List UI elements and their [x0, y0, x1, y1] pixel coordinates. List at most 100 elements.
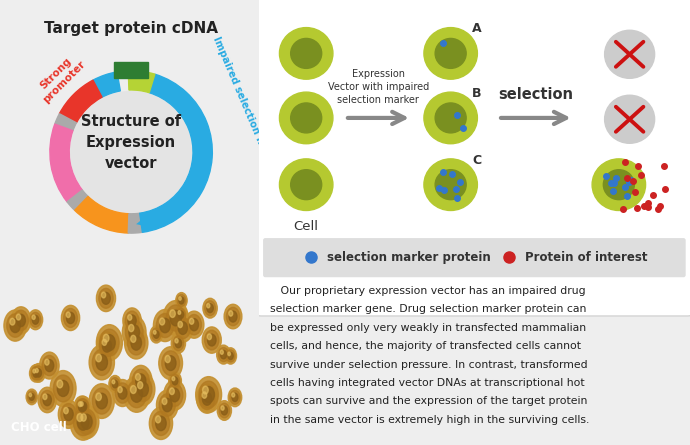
Circle shape [153, 331, 159, 338]
Circle shape [35, 368, 39, 372]
Circle shape [128, 315, 136, 326]
Circle shape [124, 327, 148, 359]
Ellipse shape [290, 103, 322, 133]
Circle shape [97, 285, 115, 312]
Circle shape [39, 352, 59, 379]
Circle shape [73, 409, 93, 436]
Wedge shape [50, 124, 82, 202]
Circle shape [172, 314, 193, 342]
Ellipse shape [424, 28, 477, 79]
Circle shape [99, 288, 113, 308]
Circle shape [80, 402, 83, 406]
Wedge shape [149, 74, 213, 193]
Ellipse shape [435, 170, 466, 200]
Circle shape [175, 306, 187, 323]
Circle shape [76, 399, 88, 415]
Circle shape [130, 386, 143, 402]
Text: be expressed only very weakly in transfected mammalian: be expressed only very weakly in transfe… [270, 323, 586, 332]
Circle shape [156, 416, 166, 431]
Circle shape [4, 310, 26, 341]
Circle shape [131, 373, 155, 405]
Text: selection marker gene. Drug selection marker protein can: selection marker gene. Drug selection ma… [270, 304, 586, 314]
Circle shape [99, 335, 115, 356]
Text: cells having integrated vector DNAs at transcriptional hot: cells having integrated vector DNAs at t… [270, 378, 584, 388]
Circle shape [221, 406, 228, 415]
Circle shape [159, 347, 183, 380]
Circle shape [179, 297, 184, 304]
Circle shape [155, 416, 161, 423]
Circle shape [63, 308, 77, 328]
Circle shape [43, 394, 51, 406]
Circle shape [220, 350, 224, 354]
Circle shape [104, 334, 109, 342]
Circle shape [224, 304, 242, 329]
Circle shape [203, 386, 208, 394]
Circle shape [33, 369, 39, 377]
Circle shape [219, 348, 228, 362]
Circle shape [89, 384, 115, 418]
Circle shape [219, 403, 230, 418]
Circle shape [170, 374, 180, 388]
Circle shape [176, 292, 187, 308]
Circle shape [43, 394, 47, 400]
Text: Our proprietary expression vector has an impaired drug: Our proprietary expression vector has an… [270, 286, 585, 295]
Circle shape [132, 369, 149, 392]
Circle shape [162, 398, 167, 405]
Circle shape [170, 388, 179, 402]
Circle shape [171, 333, 186, 353]
Circle shape [45, 359, 49, 365]
Circle shape [176, 308, 186, 321]
Ellipse shape [290, 38, 322, 69]
Circle shape [61, 305, 79, 331]
Ellipse shape [592, 159, 646, 210]
Circle shape [66, 312, 75, 324]
Circle shape [101, 292, 106, 298]
Circle shape [74, 396, 90, 418]
Circle shape [159, 394, 175, 416]
Text: spots can survive and the expression of the target protein: spots can survive and the expression of … [270, 396, 587, 406]
Circle shape [207, 303, 210, 308]
Text: Cell: Cell [294, 220, 319, 233]
Circle shape [66, 312, 70, 318]
Text: A: A [472, 22, 482, 36]
FancyBboxPatch shape [263, 238, 686, 277]
Circle shape [166, 356, 176, 371]
Circle shape [161, 351, 179, 376]
Circle shape [33, 366, 43, 380]
Circle shape [29, 393, 32, 396]
Circle shape [57, 380, 69, 396]
Ellipse shape [290, 170, 322, 200]
Text: cells, and hence, the majority of transfected cells cannot: cells, and hence, the majority of transf… [270, 341, 580, 351]
Circle shape [197, 384, 217, 413]
Text: Target protein cDNA: Target protein cDNA [44, 21, 218, 36]
Circle shape [228, 352, 230, 356]
Circle shape [128, 331, 145, 355]
Circle shape [178, 321, 182, 328]
Circle shape [162, 398, 172, 412]
Circle shape [190, 319, 199, 331]
Circle shape [128, 315, 132, 320]
Circle shape [92, 349, 111, 376]
Circle shape [150, 326, 162, 343]
Circle shape [118, 387, 122, 392]
Circle shape [157, 314, 174, 338]
Circle shape [190, 318, 194, 324]
Circle shape [187, 315, 201, 335]
Ellipse shape [424, 92, 477, 144]
Circle shape [126, 320, 143, 344]
Text: C: C [472, 154, 482, 167]
Circle shape [17, 314, 26, 327]
Circle shape [230, 390, 240, 405]
Circle shape [232, 393, 238, 401]
Circle shape [71, 92, 191, 212]
Circle shape [77, 409, 96, 434]
Circle shape [153, 309, 177, 342]
Circle shape [122, 316, 146, 348]
Circle shape [99, 329, 119, 356]
Circle shape [229, 311, 237, 322]
Circle shape [32, 315, 35, 320]
Circle shape [178, 311, 184, 319]
Circle shape [175, 339, 181, 348]
Circle shape [96, 355, 108, 370]
Ellipse shape [435, 103, 466, 133]
